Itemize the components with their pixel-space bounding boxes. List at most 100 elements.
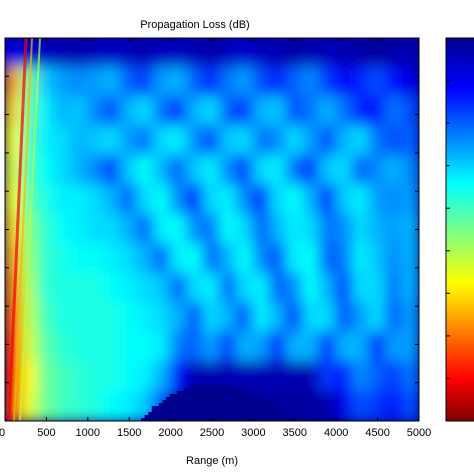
heatmap-cell	[351, 361, 371, 393]
heatmap-cell	[86, 390, 106, 421]
heatmap-cell	[119, 38, 139, 69]
heatmap-cell	[53, 38, 73, 69]
heatmap-cell	[318, 272, 338, 305]
heatmap-cell	[202, 125, 222, 157]
heatmap-cell	[53, 125, 73, 157]
heatmap-cell	[285, 302, 305, 334]
heatmap-cell	[335, 243, 354, 275]
heatmap-cell	[219, 38, 238, 69]
heatmap-cell	[368, 184, 387, 216]
heatmap-cell	[351, 331, 371, 364]
heatmap-cell	[86, 66, 106, 98]
x-tick-label: 5000	[407, 427, 431, 439]
heatmap-cell	[285, 184, 305, 216]
heatmap-cell	[37, 331, 56, 364]
heatmap-cell	[136, 38, 156, 69]
heatmap-cell	[401, 154, 419, 187]
heatmap-cell	[136, 154, 156, 187]
heatmap-cell	[186, 38, 205, 69]
heatmap-cell	[351, 213, 371, 246]
heatmap-cell	[318, 390, 338, 421]
heatmap-cell	[86, 302, 106, 334]
heatmap-cell	[384, 125, 404, 157]
heatmap-cell	[302, 302, 321, 334]
heatmap-cell	[153, 243, 172, 275]
heatmap-cell	[153, 361, 172, 393]
heatmap-cell	[384, 184, 404, 216]
heatmap-cell	[252, 95, 271, 128]
heatmap-cell	[20, 302, 40, 334]
heatmap-cell	[235, 95, 255, 128]
heatmap-cell	[368, 154, 387, 187]
heatmap-cell	[119, 95, 139, 128]
heatmap-cell	[202, 302, 222, 334]
heatmap-cell	[335, 184, 354, 216]
heatmap-cell	[153, 213, 172, 246]
heatmap-cell	[37, 302, 56, 334]
heatmap-cell	[368, 272, 387, 305]
heatmap-cell	[53, 272, 73, 305]
heatmap-cell	[70, 38, 89, 69]
heatmap-cell	[53, 361, 73, 393]
near-field-stripe	[7, 38, 28, 421]
heatmap-cell	[103, 302, 122, 334]
heatmap-cell	[169, 125, 189, 157]
heatmap-cell	[119, 331, 139, 364]
heatmap-cell	[219, 213, 238, 246]
heatmap-cell	[268, 38, 288, 69]
x-tick-label: 2500	[200, 427, 224, 439]
heatmap-cell	[401, 125, 419, 157]
heatmap-cell	[268, 302, 288, 334]
heatmap-cell	[368, 302, 387, 334]
heatmap-cell	[37, 38, 56, 69]
heatmap-cell	[169, 213, 189, 246]
heatmap-cell	[169, 243, 189, 275]
heatmap-cell	[368, 390, 387, 421]
heatmap-cell	[401, 361, 419, 393]
heatmap-cell	[153, 302, 172, 334]
heatmap-cell	[318, 95, 338, 128]
heatmap-cell	[335, 95, 354, 128]
heatmap-cell	[119, 66, 139, 98]
heatmap-cell	[219, 272, 238, 305]
heatmap-cell	[384, 361, 404, 393]
heatmap-cell	[302, 331, 321, 364]
heatmap-cell	[53, 390, 73, 421]
heatmap-cell	[318, 361, 338, 393]
heatmap-cell	[235, 243, 255, 275]
heatmap-cell	[318, 184, 338, 216]
heatmap-cell	[186, 243, 205, 275]
heatmap-cell	[368, 125, 387, 157]
near-field-stripe	[13, 38, 33, 421]
heatmap-cell	[153, 125, 172, 157]
heatmap-cell	[202, 331, 222, 364]
heatmap-cell	[252, 331, 271, 364]
heatmap-cell	[351, 154, 371, 187]
heatmap-cell	[285, 331, 305, 364]
heatmap-cell	[202, 243, 222, 275]
heatmap-cell	[136, 361, 156, 393]
heatmap-cell	[252, 154, 271, 187]
heatmap-cell	[268, 361, 288, 393]
heatmap-cell	[401, 390, 419, 421]
heatmap-cell	[169, 95, 189, 128]
heatmap-cell	[153, 66, 172, 98]
heatmap-cell	[368, 361, 387, 393]
heatmap-cell	[351, 302, 371, 334]
heatmap-cell	[285, 361, 305, 393]
heatmap-cell	[186, 66, 205, 98]
heatmap-cell	[268, 184, 288, 216]
heatmap-cell	[401, 213, 419, 246]
heatmap-cell	[219, 125, 238, 157]
heatmap-cell	[285, 95, 305, 128]
heatmap-cell	[119, 125, 139, 157]
heatmap-cell	[119, 243, 139, 275]
heatmap-cell	[103, 125, 122, 157]
heatmap-cell	[186, 184, 205, 216]
heatmap-cell	[136, 302, 156, 334]
heatmap-cell	[37, 154, 56, 187]
chart-title: Propagation Loss (dB)	[140, 19, 249, 31]
heatmap-cell	[401, 331, 419, 364]
heatmap-cell	[351, 125, 371, 157]
heatmap-cell	[252, 243, 271, 275]
